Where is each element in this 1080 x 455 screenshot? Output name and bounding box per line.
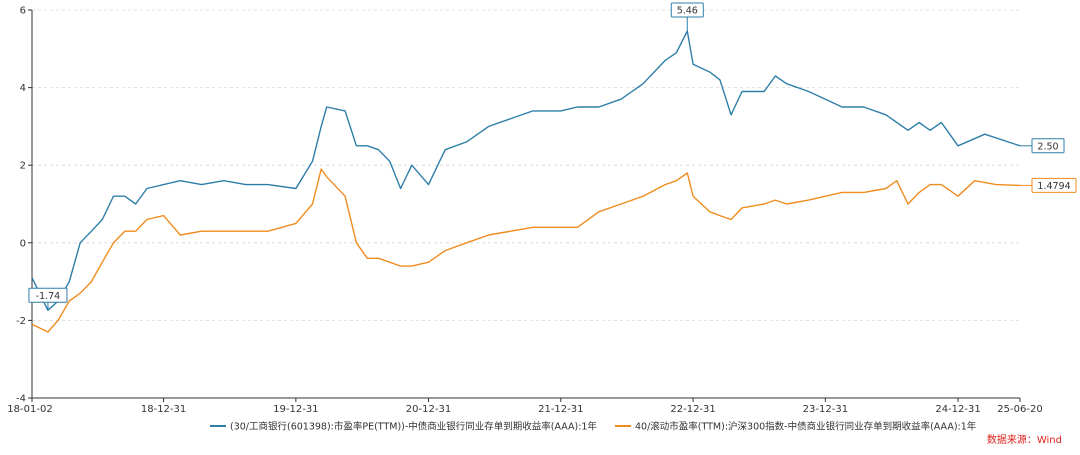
legend-label-1: (30/工商银行(601398):市盈率PE(TTM))-中债商业银行同业存单到… [230,421,597,433]
series-line-2 [31,168,1021,333]
x-tick-label: 22-12-31 [670,404,715,415]
y-tick-label: 4 [20,83,26,94]
y-tick-label: 6 [20,6,26,17]
end-label-box [1031,138,1065,154]
x-tick-label: 19-12-31 [273,404,318,415]
x-tick-label: 24-12-31 [935,404,980,415]
end-label-text: 1.4794 [1037,181,1070,192]
callouts: 2.50 -1.74 5.46 1.4794 [28,2,1077,311]
axes [31,10,1020,399]
series-line-1 [31,30,1021,311]
x-tick-label: 23-12-31 [803,404,848,415]
x-tick-label: 20-12-31 [406,404,451,415]
y-tick-label: -4 [16,394,26,405]
gridlines [32,9,1020,321]
y-axis-ticks: -4 -2 0 2 4 6 [16,6,32,405]
extremum-callout-text: -1.74 [36,291,61,302]
legend: (30/工商银行(601398):市盈率PE(TTM))-中债商业银行同业存单到… [210,421,977,433]
end-label-box [1031,177,1077,193]
source-note: 数据来源：Wind [987,433,1062,446]
x-axis-ticks: 18-01-02 18-12-31 19-12-31 20-12-31 21-12-31… [7,398,1043,415]
x-tick-label: 25-06-20 [997,404,1042,415]
extremum-callout-text: 5.46 [677,5,698,16]
y-tick-label: 2 [20,161,26,172]
x-tick-label: 18-01-02 [7,404,52,415]
x-tick-label: 21-12-31 [538,404,583,415]
end-label-text: 2.50 [1037,141,1058,152]
legend-label-2: 40/滚动市盈率(TTM):沪深300指数-中债商业银行同业存单到期收益率(AA… [635,421,977,433]
x-tick-label: 18-12-31 [141,404,186,415]
y-tick-label: 0 [20,238,26,249]
series-lines [31,30,1021,333]
y-tick-label: -2 [16,316,26,327]
